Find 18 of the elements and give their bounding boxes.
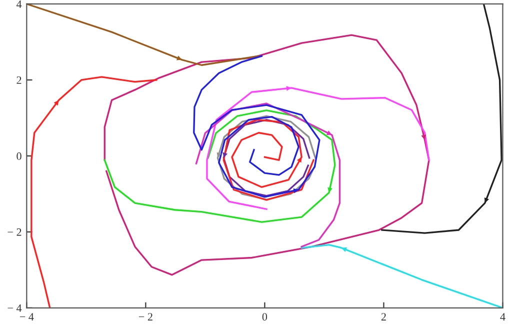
x-tick-label: 2: [381, 313, 386, 320]
x-tick-label: 4: [500, 313, 506, 320]
line-series: [30, 76, 158, 308]
line-series: [104, 34, 430, 276]
y-tick-label: 0: [16, 152, 22, 160]
line-series: [300, 244, 503, 308]
y-tick-label: − 4: [8, 304, 22, 312]
y-tick-label: 4: [16, 0, 22, 8]
x-tick-label: 0: [262, 313, 268, 321]
line-series: [193, 55, 320, 198]
line-series: [195, 102, 341, 248]
x-tick-label: − 2: [138, 313, 152, 320]
y-tick-label: 2: [16, 76, 22, 84]
line-series: [381, 4, 502, 234]
line-series: [26, 4, 260, 66]
line-series: [206, 87, 430, 210]
y-tick-label: − 2: [8, 228, 22, 236]
line-series: [104, 110, 336, 223]
